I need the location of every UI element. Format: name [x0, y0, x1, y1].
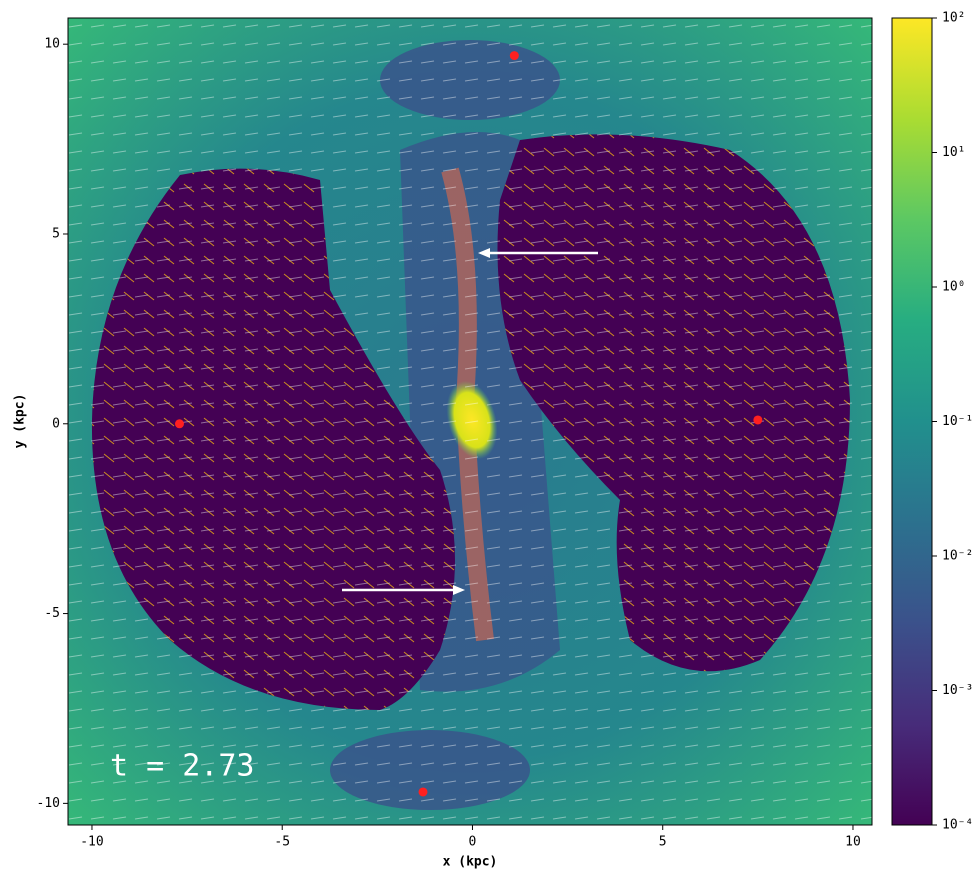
- annotation: t = 2.73: [110, 749, 255, 784]
- y-tick-label: -10: [37, 796, 60, 811]
- x-tick-label: 5: [659, 835, 667, 850]
- colorbar-tick-label: 10⁻¹: [942, 414, 973, 429]
- point: [419, 787, 428, 796]
- colorbar-tick-label: 10⁻⁴: [942, 818, 973, 833]
- y-tick-label: 0: [52, 416, 60, 431]
- point: [175, 419, 184, 428]
- colorbar-tick-label: 10⁻²: [942, 549, 973, 564]
- x-tick-label: 10: [845, 835, 861, 850]
- x-tick-label: -5: [274, 835, 290, 850]
- y-tick-label: -5: [44, 606, 60, 621]
- colorbar-tick-label: 10¹: [942, 145, 965, 160]
- chart: t = 2.73 x (kpc) y (kpc) -10 -5 0 5 10 -10 -5 0…: [0, 0, 976, 875]
- field: [68, 18, 872, 825]
- point: [753, 415, 762, 424]
- y-axis-label: y (kpc): [13, 394, 28, 449]
- colorbar-tick-label: 10²: [942, 11, 965, 26]
- x-axis-label: x (kpc): [443, 855, 498, 870]
- x-tick-label: -10: [80, 835, 103, 850]
- y-tick-label: 10: [44, 37, 60, 52]
- colorbar-tick-label: 10⁻³: [942, 683, 973, 698]
- point: [510, 51, 519, 60]
- colorbar: [892, 18, 932, 825]
- colorbar-tick-label: 10⁰: [942, 280, 965, 295]
- y-tick-label: 5: [52, 226, 60, 241]
- x-tick-label: 0: [469, 835, 477, 850]
